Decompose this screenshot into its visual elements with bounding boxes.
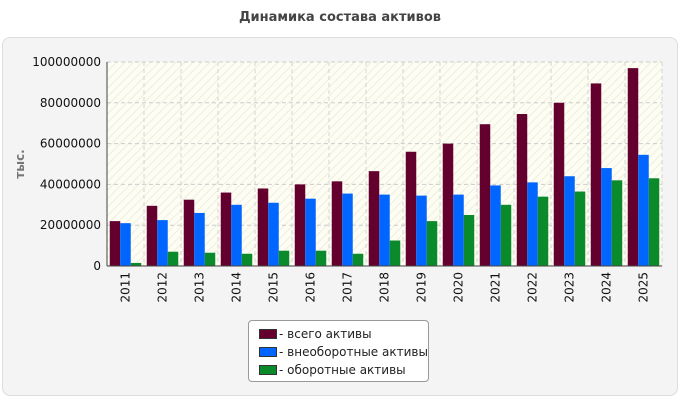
bar [278, 250, 290, 266]
bar [405, 151, 417, 266]
bar [479, 124, 491, 266]
bar [564, 176, 575, 266]
bar [379, 194, 390, 266]
bar [601, 168, 612, 266]
bar [183, 199, 195, 266]
bar [120, 223, 131, 266]
legend-label-total: - всего активы [279, 327, 372, 341]
bar [157, 220, 168, 266]
bar [490, 185, 501, 266]
y-tick-label: 60000000 [40, 137, 101, 151]
x-tick-label: 2023 [563, 272, 577, 303]
bar [331, 181, 343, 266]
legend: - всего активы - внеоборотные активы - о… [248, 320, 429, 382]
bar [220, 192, 232, 266]
y-tick-label: 0 [93, 259, 101, 273]
legend-item-current: - оборотные активы [259, 361, 428, 379]
bar [516, 114, 528, 267]
bar [241, 253, 253, 266]
bar [342, 193, 353, 266]
bar [527, 182, 538, 266]
bar [627, 68, 639, 267]
bar [231, 204, 242, 266]
x-tick-label: 2018 [378, 272, 392, 303]
bar [315, 250, 327, 266]
x-tick-label: 2022 [526, 272, 540, 303]
bar [416, 195, 427, 266]
x-tick-label: 2011 [119, 272, 133, 303]
bar [305, 198, 316, 266]
bar [553, 102, 565, 266]
bar [453, 194, 464, 266]
bar [463, 215, 475, 266]
legend-swatch-noncurrent [259, 347, 277, 357]
bar [146, 205, 158, 266]
bar [611, 180, 623, 266]
x-tick-label: 2021 [489, 272, 503, 303]
bar [352, 253, 364, 266]
y-tick-label: 100000000 [32, 55, 101, 69]
x-tick-label: 2013 [193, 272, 207, 303]
y-tick-label: 40000000 [40, 177, 101, 191]
bar [167, 251, 179, 266]
legend-item-total: - всего активы [259, 325, 428, 343]
bar [648, 178, 660, 266]
bar [537, 196, 549, 266]
x-tick-label: 2025 [637, 272, 651, 303]
x-tick-label: 2014 [230, 272, 244, 303]
legend-swatch-current [259, 365, 277, 375]
y-axis-label: тыс. [13, 149, 27, 178]
bar [204, 252, 216, 266]
bar [257, 188, 269, 266]
bar [294, 184, 306, 266]
bar [638, 154, 649, 266]
bar [389, 240, 401, 266]
y-tick-label: 80000000 [40, 96, 101, 110]
legend-label-current: - оборотные активы [279, 363, 406, 377]
legend-item-noncurrent: - внеоборотные активы [259, 343, 428, 361]
x-tick-label: 2016 [304, 272, 318, 303]
x-tick-label: 2020 [452, 272, 466, 303]
bar [442, 143, 454, 266]
y-tick-label: 20000000 [40, 218, 101, 232]
legend-label-noncurrent: - внеоборотные активы [279, 345, 428, 359]
bar [130, 262, 142, 266]
bar [194, 212, 205, 266]
bar [109, 221, 121, 266]
x-tick-label: 2015 [267, 272, 281, 303]
bar [368, 171, 380, 266]
legend-swatch-total [259, 329, 277, 339]
chart-title: Динамика состава активов [238, 10, 442, 25]
bar [590, 83, 602, 266]
x-tick-label: 2017 [341, 272, 355, 303]
x-tick-label: 2024 [600, 272, 614, 303]
bar [268, 202, 279, 266]
x-tick-label: 2019 [415, 272, 429, 303]
bar [426, 221, 438, 266]
x-tick-label: 2012 [156, 272, 170, 303]
bar [500, 204, 512, 266]
bar [574, 191, 586, 266]
